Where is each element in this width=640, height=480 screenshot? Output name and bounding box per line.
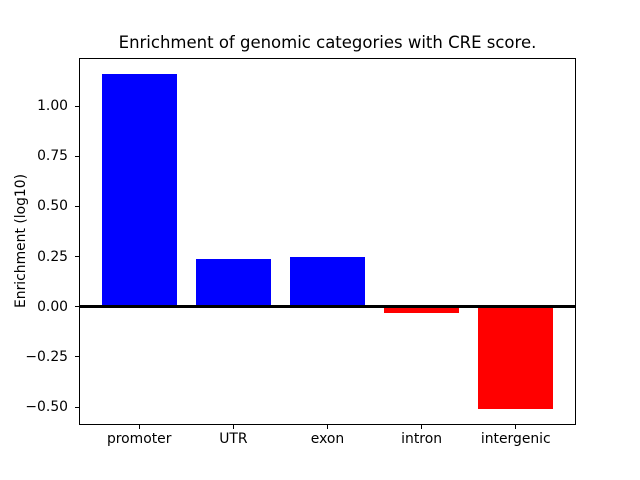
bar-exon xyxy=(289,256,366,307)
x-tick-label-intron: intron xyxy=(401,431,443,447)
y-tick-label: 0.75 xyxy=(37,148,68,165)
x-tick-label-exon: exon xyxy=(310,431,345,447)
x-tick-mark xyxy=(421,425,423,429)
bar-intergenic xyxy=(478,306,554,409)
y-tick-label: −0.50 xyxy=(25,399,68,415)
y-tick-mark xyxy=(75,356,79,358)
y-tick-label: 0.25 xyxy=(37,248,68,265)
y-tick-label: 1.00 xyxy=(37,98,68,115)
bar-intron xyxy=(384,306,460,313)
x-tick-label-UTR: UTR xyxy=(219,431,248,447)
x-tick-mark xyxy=(515,425,517,429)
x-tick-mark xyxy=(138,425,140,429)
y-tick-mark xyxy=(75,155,79,157)
y-tick-label: 0.00 xyxy=(37,298,68,315)
y-tick-mark xyxy=(75,306,79,308)
chart-title: Enrichment of genomic categories with CR… xyxy=(118,33,537,52)
bar-promoter xyxy=(101,74,177,307)
bar-UTR xyxy=(195,258,271,307)
y-tick-mark xyxy=(75,256,79,257)
y-tick-label: −0.25 xyxy=(25,348,68,365)
y-tick-mark xyxy=(75,205,79,207)
plot-area xyxy=(79,58,576,425)
y-tick-mark xyxy=(75,105,79,107)
x-tick-mark xyxy=(232,425,234,429)
x-tick-mark xyxy=(327,425,328,429)
y-tick-label: 0.50 xyxy=(37,198,68,215)
x-tick-label-intergenic: intergenic xyxy=(480,431,551,447)
y-axis-label: Enrichment (log10) xyxy=(13,173,29,309)
x-tick-label-promoter: promoter xyxy=(106,431,172,447)
y-tick-mark xyxy=(75,406,79,408)
zero-baseline xyxy=(79,305,576,308)
